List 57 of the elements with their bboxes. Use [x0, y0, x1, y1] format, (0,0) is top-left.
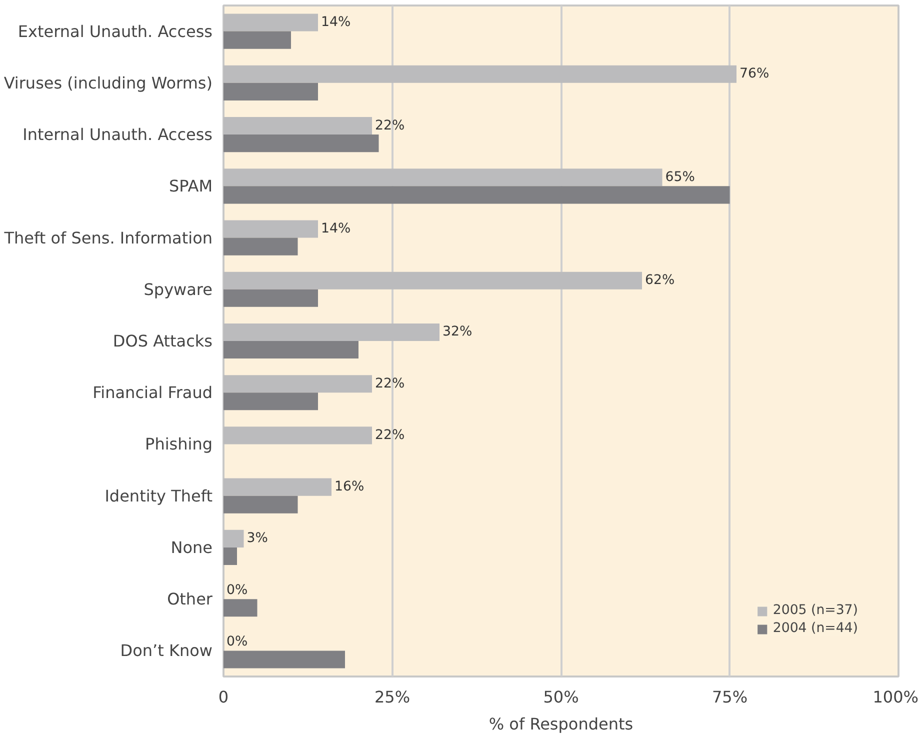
y-tick-label: DOS Attacks	[112, 332, 213, 350]
bar	[224, 220, 318, 238]
y-tick-label: Phishing	[145, 434, 212, 454]
bar	[224, 272, 642, 290]
data-label: 22%	[375, 428, 405, 443]
legend-label: 2004 (n=44)	[772, 621, 858, 636]
data-label: 62%	[645, 273, 675, 288]
bar	[224, 530, 244, 548]
bar	[224, 65, 736, 83]
bar	[224, 134, 379, 152]
bar	[224, 14, 318, 32]
bar	[224, 426, 372, 444]
data-label: 65%	[665, 170, 695, 185]
y-tick-label: External Unauth. Access	[18, 22, 212, 41]
y-tick-label: SPAM	[168, 176, 212, 196]
data-label: 32%	[442, 324, 472, 340]
x-tick-label: 0	[218, 688, 229, 706]
bar	[224, 392, 318, 410]
y-tick-label: None	[170, 538, 213, 557]
bar	[224, 496, 298, 514]
data-label: 0%	[226, 582, 248, 598]
bar	[224, 238, 298, 256]
data-label: 3%	[246, 531, 268, 546]
x-tick-label: 25%	[374, 688, 410, 706]
bar	[224, 323, 440, 341]
bar	[224, 31, 291, 49]
bar	[224, 168, 662, 186]
y-tick-label: Identity Theft	[104, 486, 213, 506]
data-label: 14%	[321, 221, 351, 236]
bar	[224, 82, 318, 100]
bar	[224, 599, 258, 617]
data-label: 22%	[375, 376, 405, 392]
y-tick-label: Spyware	[144, 280, 213, 299]
data-label: 14%	[321, 15, 351, 30]
legend-label: 2005 (n=37)	[772, 603, 858, 618]
y-tick-label: Internal Unauth. Access	[22, 125, 212, 144]
y-tick-label: Viruses (including Worms)	[4, 73, 212, 92]
bar	[224, 289, 318, 307]
bar	[224, 650, 345, 668]
y-tick-label: Don’t Know	[120, 641, 212, 660]
bar	[224, 341, 358, 359]
bar	[224, 116, 372, 135]
bar	[224, 478, 332, 496]
bar	[224, 186, 730, 204]
data-label: 22%	[375, 118, 405, 134]
y-tick-label: Theft of Sens. Information	[3, 228, 213, 248]
bar	[224, 547, 237, 566]
data-label: 76%	[740, 66, 770, 82]
x-tick-label: 75%	[712, 688, 748, 706]
data-label: 0%	[226, 634, 248, 650]
x-axis-title: % of Respondents	[488, 714, 634, 734]
y-tick-label: Other	[167, 590, 213, 609]
x-tick-label: 100%	[872, 688, 918, 706]
x-tick-label: 50%	[543, 688, 579, 706]
data-label: 16%	[334, 480, 364, 495]
bar	[224, 375, 372, 393]
y-tick-label: Financial Fraud	[92, 383, 213, 402]
